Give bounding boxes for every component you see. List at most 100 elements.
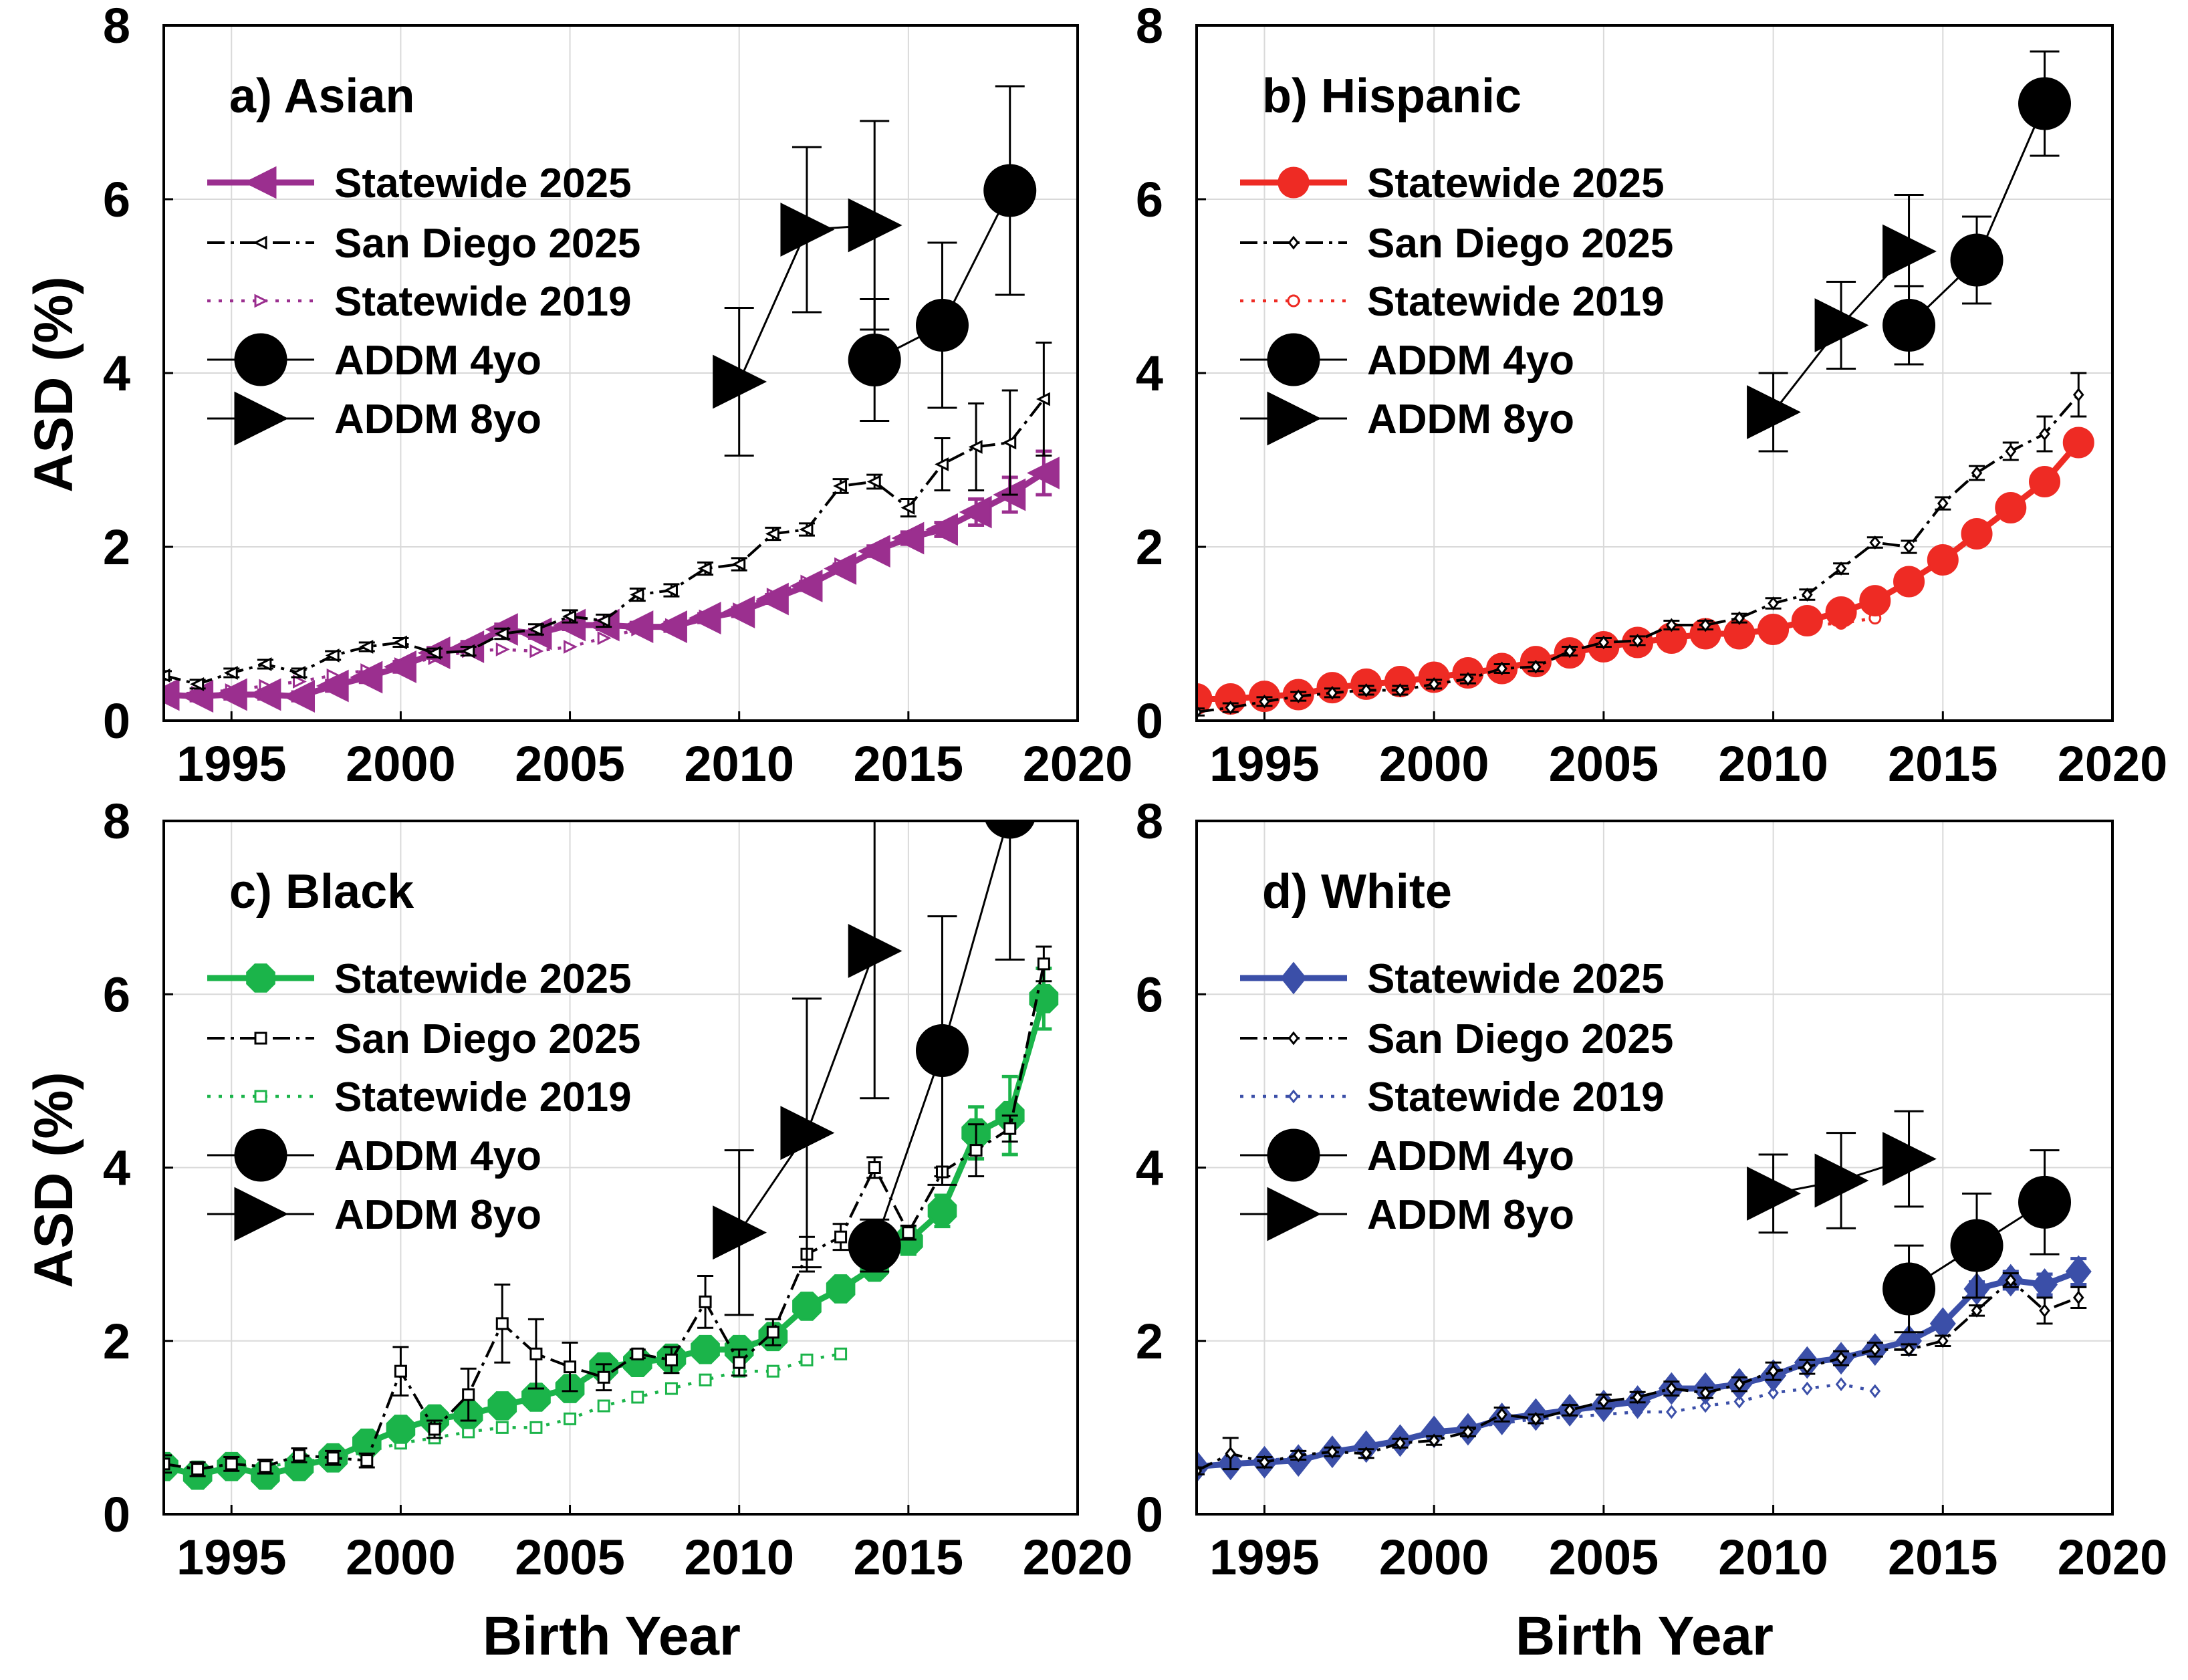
data-point xyxy=(1937,1334,1949,1348)
data-point xyxy=(1882,1132,1937,1186)
legend-marker xyxy=(1287,294,1300,308)
legend-label: Statewide 2019 xyxy=(1367,279,1665,325)
legend-label: ADDM 8yo xyxy=(1367,396,1574,443)
data-point xyxy=(1037,957,1050,971)
legend-entry: Statewide 2025 xyxy=(1240,160,1665,207)
data-point xyxy=(1496,1407,1507,1422)
legend-marker xyxy=(243,166,277,199)
data-point xyxy=(214,678,247,711)
series-addm-4yo xyxy=(848,821,1036,1273)
data-point xyxy=(562,609,577,624)
legend-entry: ADDM 4yo xyxy=(1240,333,1574,386)
data-point xyxy=(1961,518,1993,550)
legend-label: ADDM 8yo xyxy=(334,396,541,443)
y-tick-label: 6 xyxy=(103,172,130,227)
data-point xyxy=(291,666,306,680)
legend-marker xyxy=(234,1128,287,1182)
plot-frame xyxy=(1195,24,2114,722)
legend-label: Statewide 2019 xyxy=(1367,1074,1665,1120)
data-point xyxy=(1598,635,1610,650)
legend: Statewide 2025 San Diego 2025 Statewide 20… xyxy=(1240,160,1673,446)
panel-title: b) Hispanic xyxy=(1262,70,1522,123)
data-point xyxy=(251,1460,280,1490)
data-point xyxy=(1394,683,1406,697)
data-point xyxy=(1632,633,1643,648)
data-point xyxy=(848,1219,901,1272)
data-point xyxy=(834,1230,848,1243)
data-point xyxy=(800,1353,814,1366)
legend-marker xyxy=(246,963,275,993)
legend-marker xyxy=(234,1187,289,1241)
data-point xyxy=(935,457,949,471)
data-point xyxy=(915,299,969,352)
y-tick-label: 0 xyxy=(103,1487,130,1542)
series-line xyxy=(164,963,1046,1471)
data-point xyxy=(1564,1403,1576,1417)
data-point xyxy=(1971,1303,1983,1318)
legend-label: San Diego 2025 xyxy=(1367,221,1673,267)
data-point xyxy=(1733,1395,1745,1409)
panel-title: d) White xyxy=(1262,865,1452,919)
x-tick-label: 2010 xyxy=(1718,736,1828,792)
data-point xyxy=(654,610,687,644)
legend-marker xyxy=(1267,333,1320,386)
series-addm-8yo xyxy=(1747,1110,1937,1234)
data-point xyxy=(2039,1303,2050,1318)
series-line xyxy=(1197,1279,2080,1472)
data-point xyxy=(866,475,881,489)
data-layer xyxy=(164,821,1059,1490)
data-point xyxy=(2072,1290,2084,1305)
data-point xyxy=(733,1356,746,1369)
data-point xyxy=(1757,614,1790,645)
data-layer xyxy=(1197,1110,2092,1483)
series-san-diego-2025 xyxy=(1197,372,2087,719)
data-point xyxy=(1292,1448,1304,1463)
legend-marker xyxy=(1288,1031,1300,1046)
data-point xyxy=(765,527,779,541)
data-point xyxy=(225,1457,238,1471)
data-point xyxy=(891,521,925,555)
data-point xyxy=(350,661,383,694)
data-point xyxy=(1802,1360,1813,1374)
legend-marker xyxy=(1267,1128,1320,1182)
data-point xyxy=(857,535,890,568)
y-tick-label: 8 xyxy=(103,0,130,53)
data-point xyxy=(1995,492,2027,523)
data-point xyxy=(529,1421,543,1434)
legend-entry: ADDM 4yo xyxy=(207,1128,541,1182)
data-point xyxy=(1699,1399,1711,1413)
data-point xyxy=(969,1144,983,1157)
y-tick-label: 4 xyxy=(103,1141,130,1196)
x-tick-label: 2005 xyxy=(515,1530,625,1585)
data-point xyxy=(915,1024,969,1078)
data-point xyxy=(1882,224,1937,279)
data-point xyxy=(394,1364,407,1378)
data-layer xyxy=(1197,50,2094,719)
x-tick-label: 2020 xyxy=(1023,1530,1133,1585)
data-point xyxy=(1360,683,1372,697)
legend-entry: Statewide 2019 xyxy=(207,279,632,325)
data-point xyxy=(495,642,510,656)
x-tick-label: 2000 xyxy=(1379,736,1489,792)
data-point xyxy=(824,552,857,585)
legend: Statewide 2025 San Diego 2025 Statewide 20… xyxy=(207,956,640,1241)
data-point xyxy=(564,1360,577,1374)
data-point xyxy=(1747,1166,1801,1221)
data-point xyxy=(1699,1386,1711,1400)
y-tick-label: 4 xyxy=(103,346,130,401)
data-point xyxy=(1666,618,1677,632)
x-tick-label: 2005 xyxy=(1549,736,1659,792)
y-tick-label: 2 xyxy=(103,519,130,575)
data-point xyxy=(1814,1153,1869,1208)
data-point xyxy=(985,821,1036,839)
data-point xyxy=(293,1449,306,1462)
y-tick-label: 0 xyxy=(1136,1487,1163,1542)
data-point xyxy=(259,1460,272,1473)
data-point xyxy=(1733,1377,1745,1391)
series-addm-4yo xyxy=(848,85,1037,422)
panel-white: 1995 2000 2005 2010 2015 2020 0 2 4 6 8 d) White Sta… xyxy=(1136,794,2167,1585)
data-point xyxy=(529,1347,543,1360)
legend-entry: San Diego 2025 xyxy=(1240,221,1673,267)
data-point xyxy=(191,1463,205,1476)
data-point xyxy=(360,1454,374,1467)
